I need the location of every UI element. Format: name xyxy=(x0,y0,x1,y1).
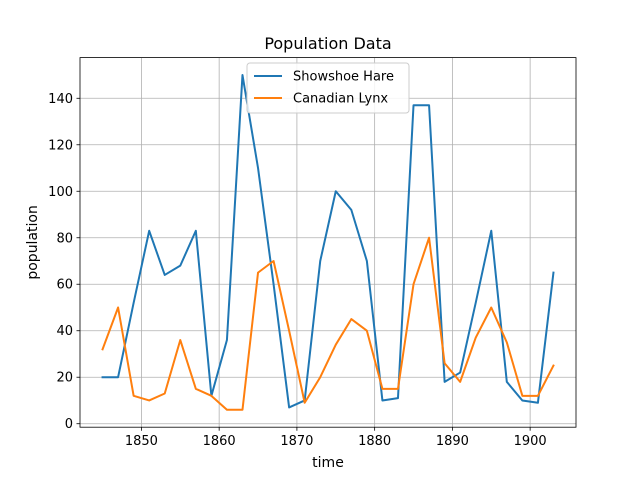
plot-frame xyxy=(79,57,577,428)
x-tick-label: 1860 xyxy=(203,434,236,449)
series-line-hare xyxy=(101,74,555,409)
y-tick-label: 120 xyxy=(48,138,73,153)
x-axis-label: time xyxy=(312,455,344,471)
legend-box xyxy=(246,62,410,114)
y-tick-label: 0 xyxy=(65,417,73,432)
x-tick-label: 1900 xyxy=(514,434,547,449)
y-tick-label: 20 xyxy=(56,371,73,386)
y-axis-label: population xyxy=(25,205,41,280)
legend-label-lynx: Canadian Lynx xyxy=(293,92,388,107)
y-tick-label: 80 xyxy=(56,231,73,246)
series-lines xyxy=(101,74,555,411)
y-tick-label: 60 xyxy=(56,278,73,293)
y-tick-label: 100 xyxy=(48,185,73,200)
axis-ticks: 1850 1860 1870 1880 1890 1900 0 20 40 60 80 100 120 1… xyxy=(48,92,547,449)
legend-label-hare: Showshoe Hare xyxy=(293,70,394,85)
x-tick-label: 1870 xyxy=(280,434,313,449)
x-tick-label: 1890 xyxy=(436,434,469,449)
grid-lines xyxy=(80,57,576,428)
legend: Showshoe Hare Canadian Lynx xyxy=(246,62,410,114)
chart-title: Population Data xyxy=(264,34,391,53)
series-line-lynx xyxy=(101,236,555,411)
y-tick-label: 140 xyxy=(48,92,73,107)
y-tick-label: 40 xyxy=(56,324,73,339)
x-tick-label: 1880 xyxy=(358,434,391,449)
x-tick-label: 1850 xyxy=(125,434,158,449)
